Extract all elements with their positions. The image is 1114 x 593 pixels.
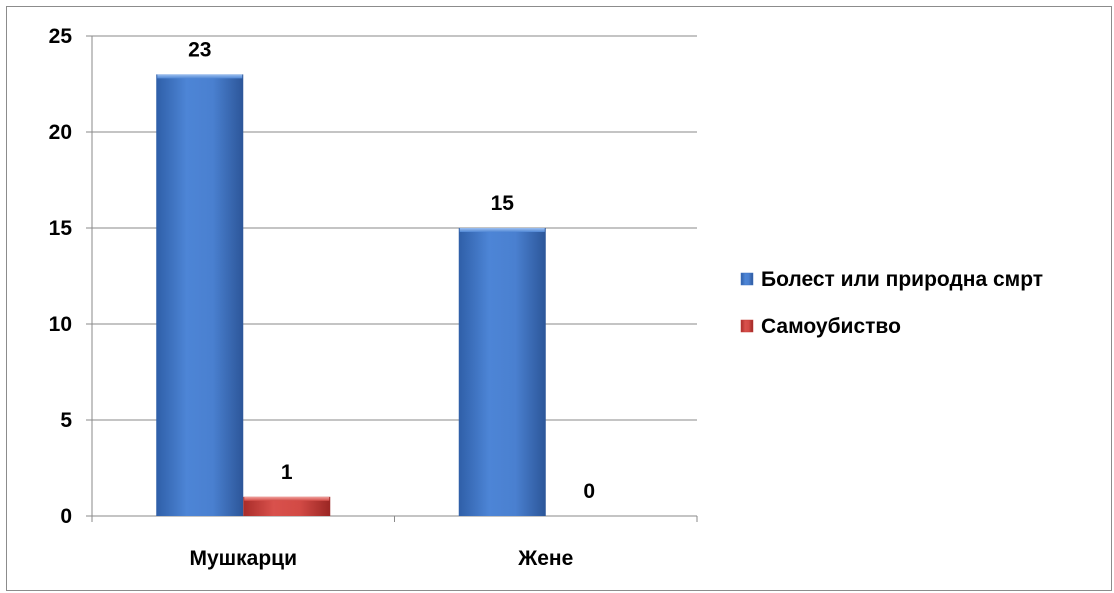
y-tick-label: 5 — [60, 409, 72, 432]
legend-label: Самоубиство — [761, 315, 901, 338]
y-tick-label: 25 — [49, 25, 73, 48]
bar — [458, 228, 546, 516]
y-tick-label: 20 — [49, 121, 72, 144]
data-label: 23 — [188, 38, 211, 61]
data-label: 1 — [281, 461, 293, 484]
data-label: 15 — [491, 192, 515, 215]
bars — [156, 74, 546, 517]
x-category-label: Жене — [517, 547, 573, 570]
y-tick-label: 0 — [60, 505, 72, 528]
bar — [156, 74, 244, 517]
y-tick-label: 15 — [49, 217, 73, 240]
legend-label: Болест или природна смрт — [761, 268, 1043, 291]
legend: Болест или природна смрт Самоубиство — [740, 268, 1043, 338]
data-label: 0 — [583, 480, 595, 503]
bar — [243, 496, 331, 516]
legend-swatch — [740, 272, 754, 286]
data-labels: 23 1 15 0 — [188, 38, 595, 503]
bar-highlight — [244, 496, 330, 501]
y-tick-label: 10 — [49, 313, 72, 336]
x-category-label: Мушкарци — [189, 547, 297, 570]
bar-highlight — [459, 228, 545, 232]
legend-swatch — [740, 319, 754, 333]
bar-highlight — [157, 74, 243, 79]
